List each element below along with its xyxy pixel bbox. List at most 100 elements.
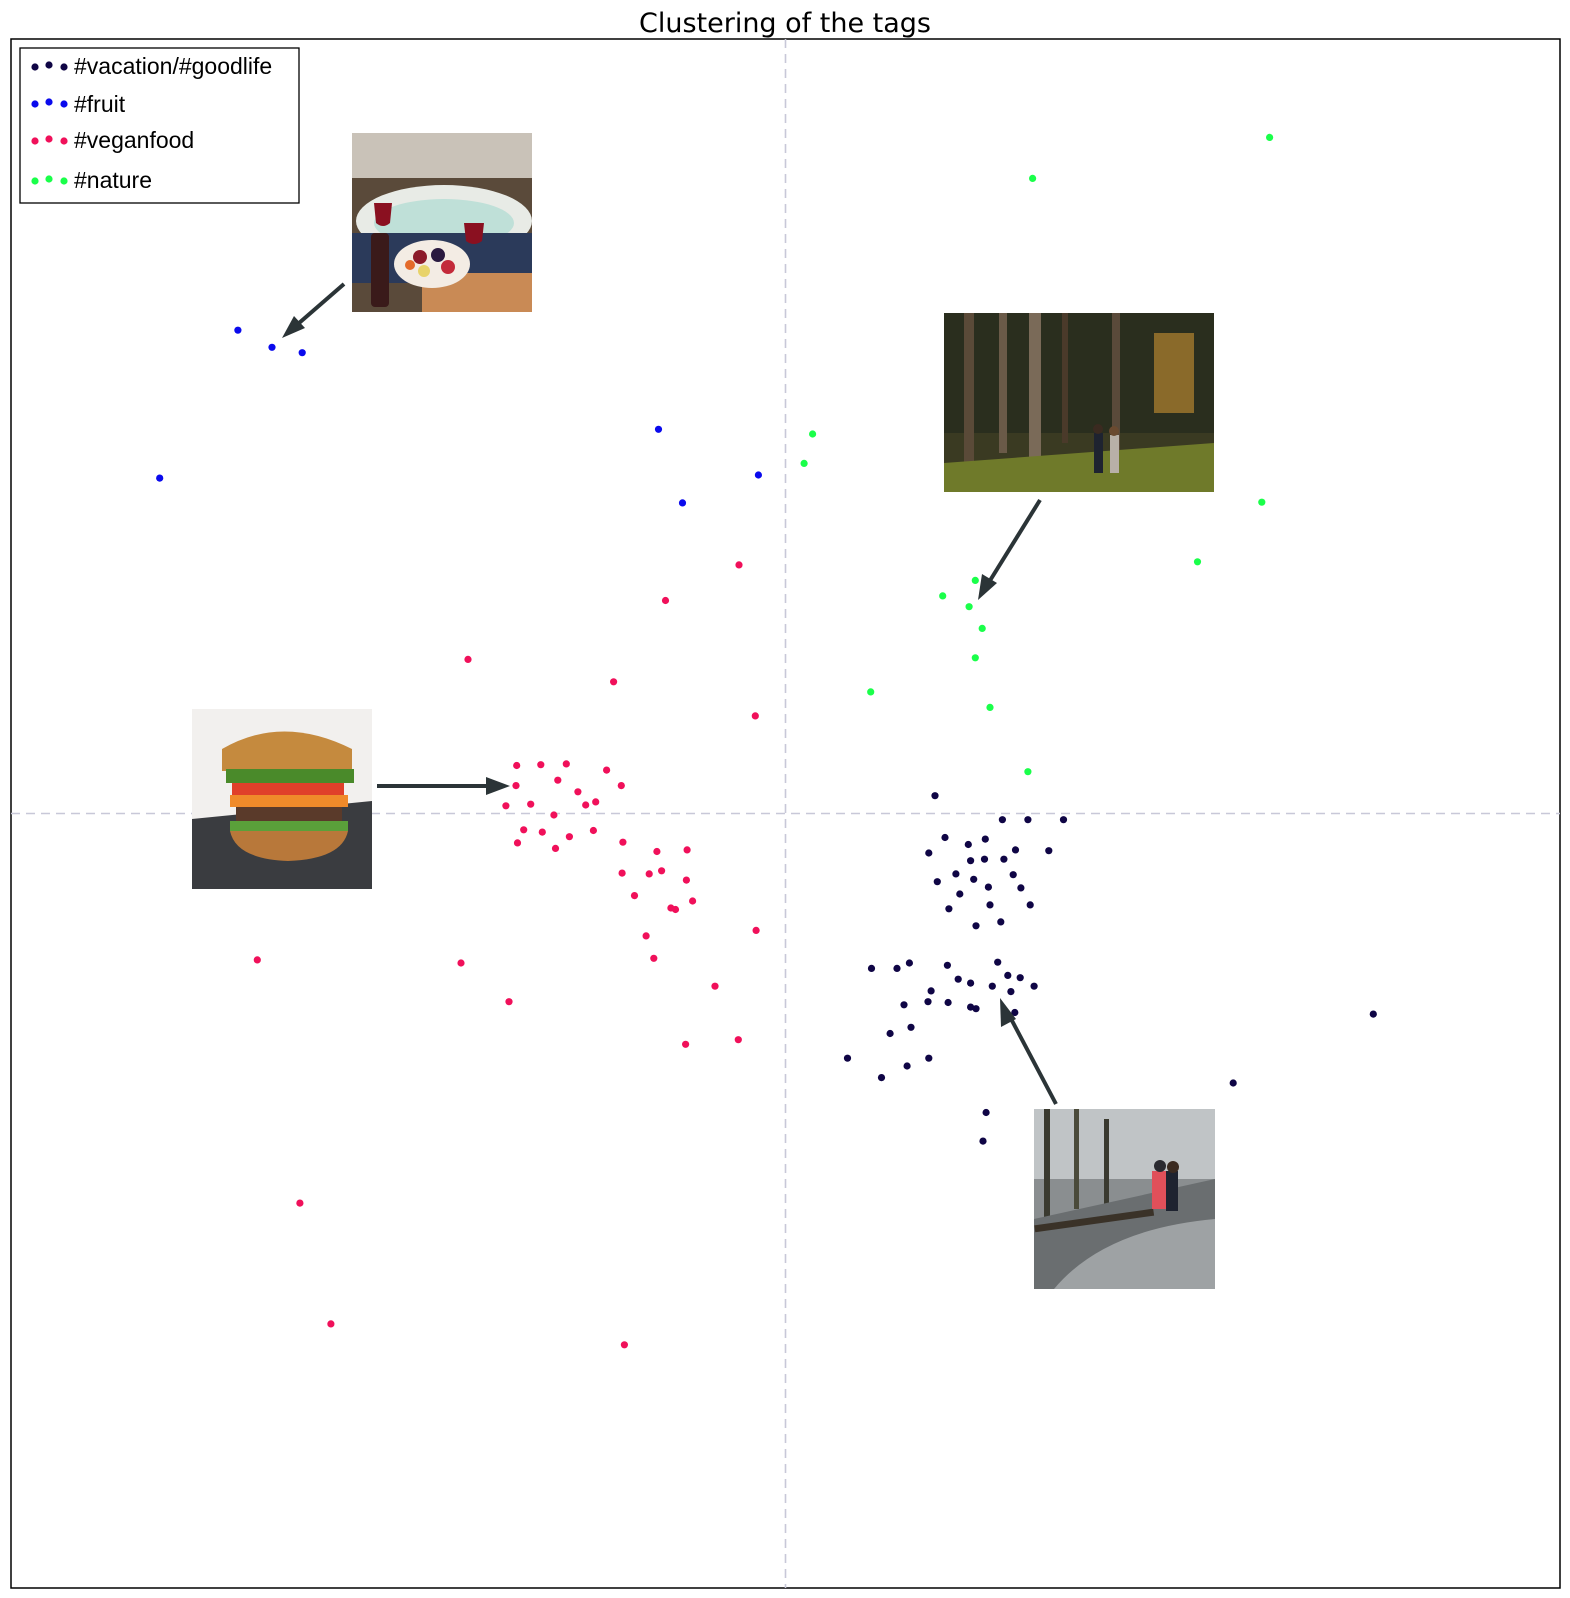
data-point-series-0-29 (994, 958, 1002, 966)
data-point-series-2-16 (565, 833, 574, 841)
data-point-series-2-6 (537, 761, 545, 769)
data-point-series-3-5 (1193, 558, 1202, 566)
data-point-series-0-33 (924, 998, 932, 1006)
data-point-series-0-37 (944, 998, 952, 1007)
data-point-series-2-34 (650, 954, 658, 962)
data-point-series-0-2 (1024, 816, 1032, 824)
data-point-series-1-6 (678, 499, 687, 507)
data-point-series-2-2 (464, 655, 472, 664)
data-point-series-0-31 (967, 979, 975, 987)
legend-marker (31, 177, 39, 185)
veggie-sandwich-photo (192, 709, 372, 889)
data-point-series-1-5 (754, 471, 763, 479)
data-point-series-2-40 (682, 1040, 690, 1048)
legend-item-veganfood: #veganfood (31, 127, 194, 153)
data-point-series-0-44 (843, 1054, 852, 1062)
riverbank-couple-photo (1034, 1109, 1215, 1289)
legend-marker (60, 177, 68, 185)
data-point-series-3-0 (1266, 133, 1274, 141)
data-point-series-0-30 (1004, 971, 1012, 980)
data-point-series-2-19 (592, 798, 600, 806)
legend-item-fruit: #fruit (31, 91, 126, 117)
data-point-series-2-10 (574, 788, 582, 796)
data-point-series-2-12 (527, 800, 535, 808)
data-point-series-0-5 (941, 833, 949, 842)
arrow-to-fruit-cluster (289, 282, 346, 332)
data-point-series-0-8 (1045, 847, 1053, 855)
data-point-series-2-7 (562, 760, 570, 768)
data-point-series-3-4 (1258, 498, 1266, 506)
data-point-series-2-46 (689, 897, 697, 905)
data-point-series-0-34 (988, 982, 996, 990)
data-point-series-0-7 (1011, 846, 1020, 854)
data-point-series-2-27 (658, 867, 666, 875)
data-point-series-2-31 (630, 892, 639, 900)
data-point-series-2-35 (752, 926, 760, 935)
data-point-series-0-1 (998, 816, 1007, 824)
data-point-series-2-42 (296, 1199, 304, 1207)
arrow-head-vacation (1000, 998, 1016, 1027)
data-point-series-2-37 (457, 959, 465, 967)
bathtub-fruit-platter-photo (352, 133, 532, 312)
legend-marker (60, 100, 68, 108)
legend-marker (31, 63, 39, 71)
data-point-series-2-15 (538, 828, 546, 836)
data-point-series-3-10 (971, 654, 979, 662)
data-points (156, 133, 1377, 1349)
data-point-series-2-39 (711, 982, 719, 990)
data-point-series-2-26 (683, 846, 691, 854)
data-point-series-0-27 (893, 964, 901, 973)
legend-marker (45, 61, 53, 69)
data-point-series-0-11 (980, 855, 989, 863)
data-point-series-0-53 (1016, 974, 1024, 982)
data-point-series-0-32 (900, 1001, 908, 1009)
data-point-series-0-13 (933, 878, 941, 886)
data-point-series-2-25 (653, 847, 661, 856)
legend-marker (45, 135, 53, 143)
data-point-series-3-12 (986, 703, 994, 712)
data-point-series-0-36 (1007, 988, 1015, 996)
legend-label: #fruit (74, 91, 126, 117)
data-point-series-2-41 (734, 1036, 742, 1044)
data-point-series-0-35 (1030, 982, 1038, 990)
data-point-series-0-48 (982, 1108, 990, 1117)
data-point-series-2-14 (520, 826, 528, 834)
data-point-series-2-1 (661, 596, 670, 605)
data-point-series-0-12 (1000, 855, 1008, 863)
data-point-series-3-2 (809, 430, 817, 438)
data-point-series-2-44 (620, 1341, 629, 1349)
data-point-series-0-38 (967, 1003, 975, 1011)
data-point-series-2-28 (618, 869, 626, 877)
data-point-series-2-38 (505, 998, 513, 1006)
legend-marker (60, 63, 68, 71)
data-point-series-0-26 (867, 964, 876, 973)
legend-item-vacation-goodlife: #vacation/#goodlife (31, 53, 272, 79)
data-point-series-2-17 (589, 826, 598, 835)
data-point-series-0-14 (956, 890, 964, 898)
data-point-series-2-3 (610, 678, 618, 686)
legend-marker (45, 175, 53, 183)
data-point-series-3-11 (867, 688, 875, 696)
legend-marker (31, 100, 39, 108)
data-point-series-0-3 (1059, 816, 1068, 824)
data-point-series-0-15 (952, 870, 960, 878)
data-point-series-0-9 (925, 849, 933, 857)
arrow-head-veganfood (486, 777, 510, 795)
legend-frame (19, 47, 300, 204)
data-point-series-3-9 (978, 624, 986, 633)
legend-label: #nature (74, 167, 152, 193)
data-point-series-1-2 (298, 349, 306, 357)
data-point-series-0-4 (981, 835, 989, 843)
arrow-to-nature-cluster (984, 498, 1042, 589)
data-point-series-2-18 (619, 838, 627, 846)
data-point-series-0-18 (1009, 871, 1017, 879)
data-point-series-2-33 (671, 905, 680, 914)
data-point-series-0-23 (1017, 884, 1025, 892)
arrow-to-vacation-cluster (1007, 1014, 1058, 1105)
data-point-series-0-40 (1011, 1008, 1019, 1017)
data-point-series-0-39 (927, 987, 935, 995)
data-point-series-1-4 (654, 425, 663, 433)
data-point-series-2-23 (513, 839, 522, 847)
data-point-series-2-8 (512, 782, 520, 790)
arrow-head-fruit (282, 316, 305, 338)
